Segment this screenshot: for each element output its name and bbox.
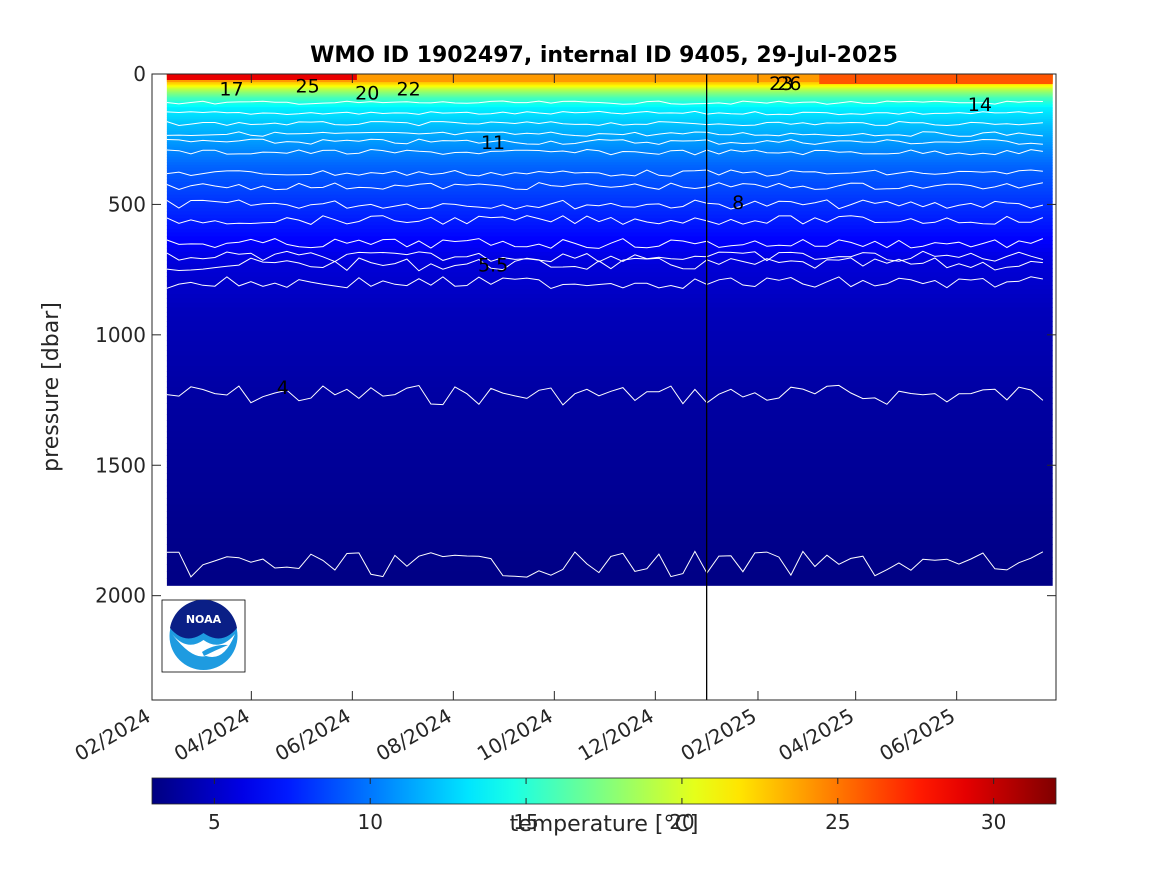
- colorbar-ticks: 5 10 15 20 25 30: [208, 778, 1006, 834]
- x-tick-label: 12/2024: [574, 704, 658, 766]
- contour-label: 14: [968, 94, 992, 116]
- plot-frame: [151, 73, 1057, 701]
- y-tick-label: 1000: [95, 323, 146, 347]
- contour-label: 11: [481, 132, 505, 154]
- y-tick-label: 1500: [95, 453, 146, 477]
- contour-label: 20: [355, 82, 379, 104]
- isotherm-contours: [166, 100, 1044, 578]
- y-tick-label: 2000: [95, 584, 146, 608]
- x-tick-label: 02/2024: [71, 704, 155, 766]
- colorbar-tick-label: 5: [208, 810, 221, 834]
- y-axis: 0 500 1000 1500 2000: [95, 62, 1056, 608]
- temperature-field: [166, 74, 1053, 586]
- y-axis-title: pressure [dbar]: [39, 302, 64, 472]
- svg-text:NOAA: NOAA: [186, 613, 222, 626]
- x-tick-label: 06/2025: [875, 704, 959, 766]
- x-tick-label: 02/2025: [677, 704, 761, 766]
- colorbar-tick-label: 30: [981, 810, 1006, 834]
- contour-label: 25: [296, 76, 320, 98]
- noaa-logo: NOAA: [161, 599, 246, 673]
- colorbar-tick-label: 20: [669, 810, 694, 834]
- colorbar: [151, 777, 1057, 805]
- contour-label: 8: [732, 192, 744, 214]
- y-tick-label: 0: [133, 62, 146, 86]
- chart-title: WMO ID 1902497, internal ID 9405, 29-Jul…: [310, 43, 898, 68]
- x-tick-label: 06/2024: [271, 704, 355, 766]
- y-tick-label: 500: [108, 192, 146, 216]
- contour-label: 17: [219, 78, 243, 100]
- x-tick-label: 10/2024: [473, 704, 557, 766]
- colorbar-title: temperature [°C]: [510, 812, 699, 837]
- contour-label: 5.5: [478, 254, 508, 276]
- contour-label: 4: [277, 377, 289, 399]
- colorbar-tick-label: 15: [513, 810, 538, 834]
- contour-label: 23: [769, 73, 793, 95]
- contour-label: 22: [397, 78, 421, 100]
- colorbar-tick-label: 25: [825, 810, 850, 834]
- x-tick-label: 04/2025: [774, 704, 858, 766]
- contour-label: 26: [777, 73, 801, 95]
- colorbar-tick-label: 10: [357, 810, 382, 834]
- x-tick-label: 04/2024: [170, 704, 254, 766]
- x-tick-label: 08/2024: [372, 704, 456, 766]
